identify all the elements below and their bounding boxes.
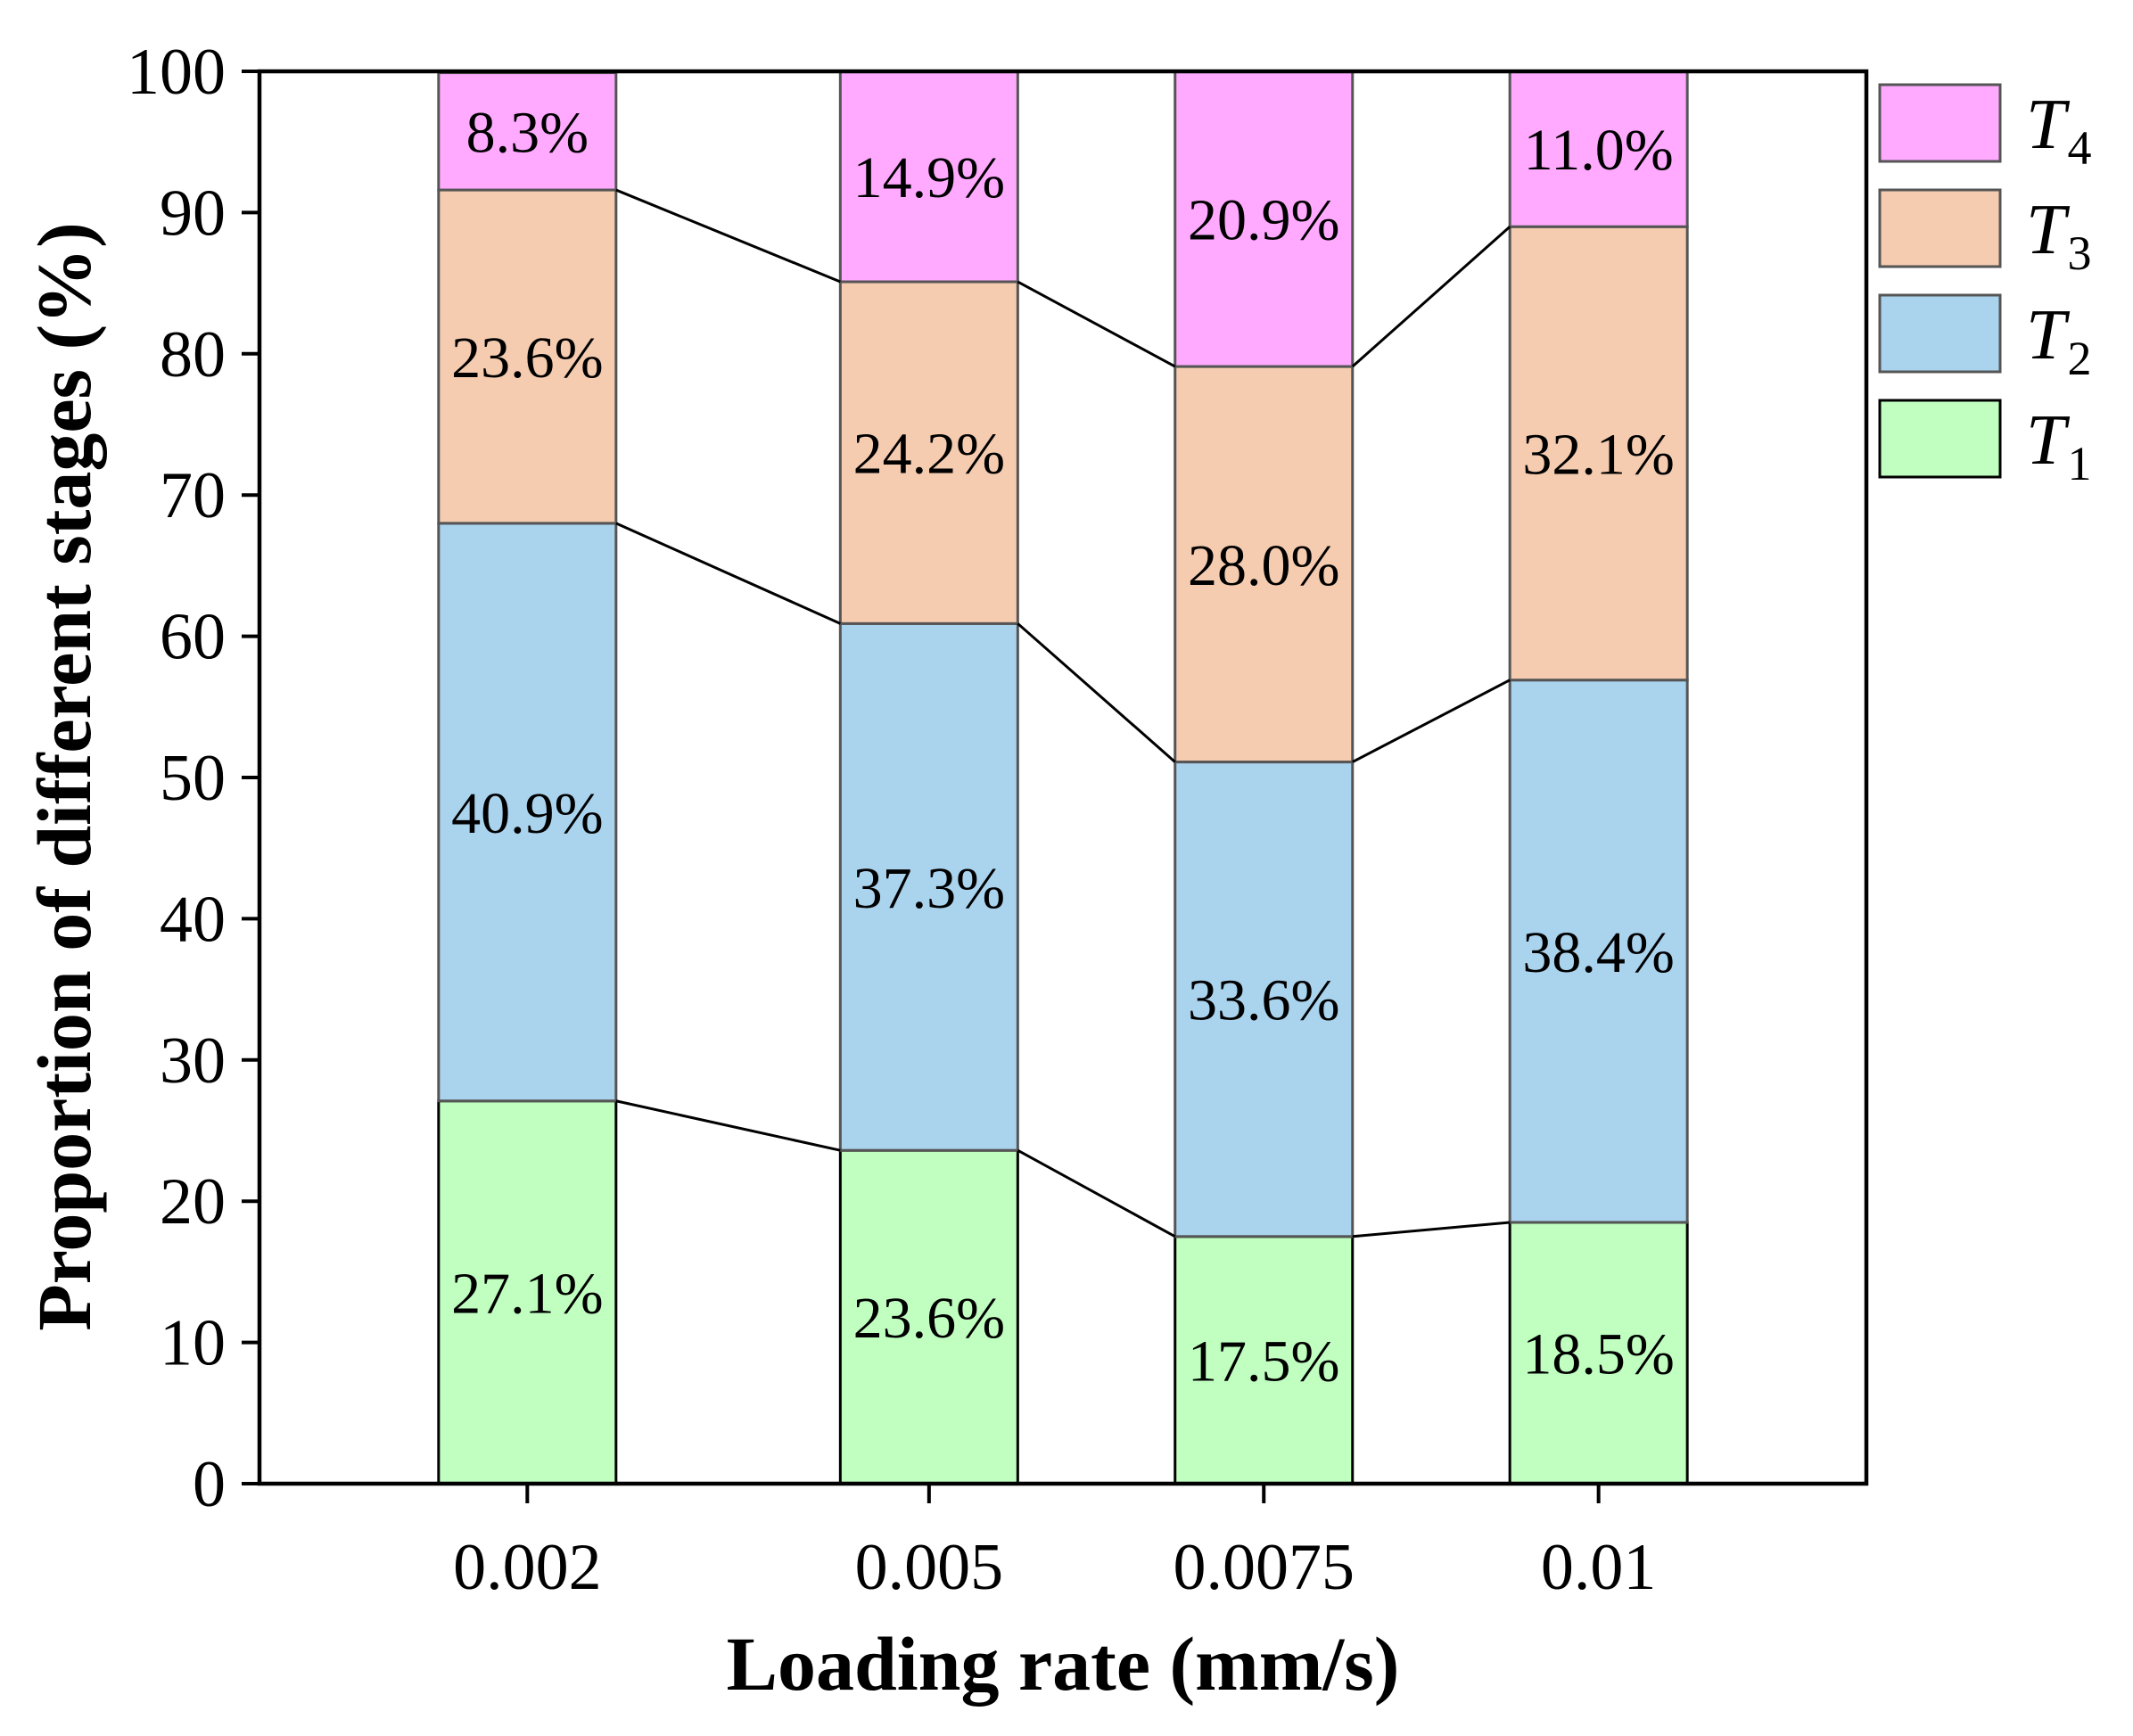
bar-t3-rate-2: [838, 280, 1019, 625]
connector-lines-layer: [615, 188, 1511, 1238]
connector-line-t2-1: [615, 522, 841, 625]
bar-label-t4-rate-3: 20.9%: [1188, 188, 1339, 253]
connector-line-t3-1: [615, 188, 841, 284]
x-tick-label-4: 0.01: [1541, 1531, 1657, 1604]
bar-t4-rate-1: [437, 71, 618, 192]
bars-layer: [437, 70, 1689, 1485]
x-tick-label-2: 0.005: [855, 1531, 1004, 1604]
bar-label-t3-rate-3: 28.0%: [1188, 533, 1339, 598]
bar-t1-rate-4: [1508, 1221, 1689, 1485]
bar-label-t2-rate-1: 40.9%: [451, 781, 603, 846]
bar-t3-rate-3: [1174, 365, 1355, 764]
legend-swatch-t4: [1878, 83, 2002, 163]
bar-label-t4-rate-4: 11.0%: [1524, 118, 1674, 183]
y-tick-label-50: 50: [160, 742, 226, 815]
y-tick-label-0: 0: [193, 1448, 226, 1521]
bar-t2-rate-3: [1174, 761, 1355, 1238]
bar-label-t3-rate-2: 24.2%: [853, 422, 1005, 487]
bar-t1-rate-2: [838, 1148, 1019, 1485]
x-tick-label-3: 0.0075: [1174, 1531, 1355, 1604]
bar-t3-rate-4: [1508, 225, 1689, 682]
bar-t2-rate-2: [838, 621, 1019, 1152]
x-tick-label-1: 0.002: [453, 1531, 602, 1604]
bar-t4-rate-3: [1174, 70, 1355, 368]
y-tick-label-40: 40: [160, 883, 226, 956]
bar-label-t4-rate-1: 8.3%: [466, 100, 589, 165]
bar-label-t2-rate-3: 33.6%: [1188, 968, 1339, 1033]
bar-label-t3-rate-1: 23.6%: [451, 325, 603, 391]
bar-t2-rate-4: [1508, 679, 1689, 1224]
bar-label-t1-rate-3: 17.5%: [1188, 1329, 1339, 1394]
y-tick-label-20: 20: [160, 1165, 226, 1238]
legend-swatch-t2: [1878, 293, 2002, 374]
bar-t2-rate-1: [437, 522, 618, 1103]
bar-label-t1-rate-1: 27.1%: [451, 1261, 603, 1326]
bar-label-t2-rate-2: 37.3%: [853, 856, 1005, 921]
y-tick-label-10: 10: [160, 1307, 226, 1380]
y-tick-label-100: 100: [127, 36, 226, 109]
bar-label-t2-rate-4: 38.4%: [1522, 920, 1674, 985]
bar-label-t4-rate-2: 14.9%: [853, 145, 1005, 210]
bar-t1-rate-1: [437, 1099, 618, 1485]
y-tick-label-80: 80: [160, 318, 226, 391]
legend-swatch-t3: [1878, 188, 2002, 268]
bar-labels-layer: 27.1% 23.6% 17.5% 18.5% 40.9% 37.3% 33.6% 38.4%…: [451, 100, 1675, 1394]
y-tick-label-90: 90: [160, 177, 226, 250]
y-tick-label-60: 60: [160, 601, 226, 674]
bar-label-t1-rate-4: 18.5%: [1522, 1321, 1674, 1386]
bar-label-t3-rate-4: 32.1%: [1522, 422, 1674, 487]
bar-t3-rate-1: [437, 188, 618, 525]
y-tick-label-30: 30: [160, 1024, 226, 1098]
connector-line-t3-3: [1351, 226, 1511, 368]
y-axis-ticks: 0 10 20 30 40 50 60 70 80 90 100: [127, 36, 259, 1521]
legend-label-t3: T3: [2026, 191, 2092, 280]
connector-line-t1-3: [1352, 1221, 1511, 1238]
y-tick-label-70: 70: [160, 459, 226, 532]
legend-label-t1: T1: [2026, 401, 2092, 490]
legend-swatch-t1: [1878, 399, 2002, 479]
legend: T4 T3 T2 T1: [1878, 83, 2092, 490]
connector-line-t1-2: [1017, 1148, 1176, 1238]
connector-line-t2-3: [1352, 679, 1511, 763]
connector-line-t1-1: [615, 1099, 841, 1152]
x-axis-ticks: 0.002 0.005 0.0075 0.01: [453, 1484, 1656, 1604]
bar-label-t1-rate-2: 23.6%: [853, 1286, 1005, 1351]
bar-t4-rate-4: [1508, 70, 1689, 228]
y-axis-title: Proportion of different stages (%): [21, 222, 107, 1331]
connector-line-t3-2: [1017, 280, 1176, 368]
connector-line-t2-2: [1017, 622, 1176, 763]
legend-label-t2: T2: [2026, 296, 2092, 385]
x-axis-title: Loading rate (mm/s): [727, 1621, 1400, 1707]
legend-label-t4: T4: [2026, 86, 2092, 175]
